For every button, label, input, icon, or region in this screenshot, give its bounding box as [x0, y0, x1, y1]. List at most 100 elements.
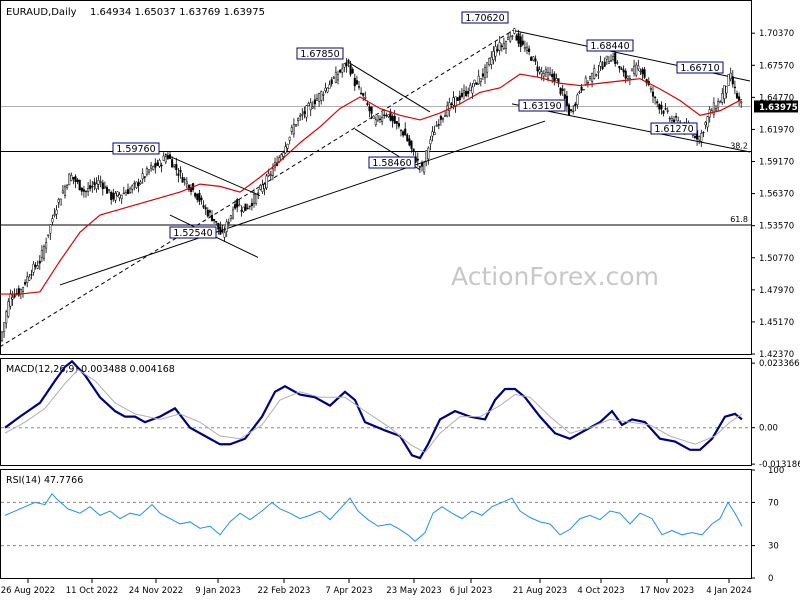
candle-body — [150, 165, 153, 169]
candle-body — [229, 215, 232, 219]
candle-body — [343, 63, 346, 68]
candle-body — [479, 78, 482, 82]
candle-body — [51, 218, 54, 223]
rsi-panel-frame — [0, 469, 752, 579]
candle-body — [267, 173, 270, 176]
candle-body — [9, 293, 12, 307]
candle-body — [110, 191, 113, 200]
macd-panel-frame — [0, 358, 752, 466]
candle-body — [456, 97, 459, 101]
price-label-box — [676, 61, 724, 74]
candle-body — [307, 103, 310, 107]
candle-body — [555, 78, 558, 81]
candle-body — [61, 190, 64, 194]
candle-body — [374, 119, 377, 126]
candle-body — [395, 121, 398, 124]
candle-body — [624, 70, 627, 79]
candle-body — [435, 125, 438, 127]
candle-body — [664, 108, 667, 110]
price-label-text: 1.66710 — [680, 63, 719, 74]
candle-body — [433, 132, 436, 135]
watermark: ActionForex.com — [451, 262, 659, 291]
candle-body — [74, 176, 77, 182]
date-tick-label: 21 Aug 2023 — [513, 586, 567, 596]
candle-body — [588, 76, 592, 79]
candle-body — [530, 56, 533, 61]
candle-body — [322, 94, 325, 96]
candle-body — [7, 301, 10, 317]
date-tick-label: 4 Oct 2023 — [577, 586, 624, 596]
candle-body — [378, 118, 382, 121]
candle-body — [286, 144, 289, 149]
candle-body — [112, 192, 115, 200]
candle-body — [208, 210, 211, 213]
price-tick-label: 1.53570 — [759, 222, 794, 232]
candle-body — [570, 109, 573, 111]
candle-body — [525, 46, 529, 51]
candle-body — [504, 41, 508, 49]
candle-body — [347, 59, 350, 63]
candle-body — [133, 182, 136, 185]
candle-body — [452, 97, 455, 106]
candle-body — [70, 175, 73, 181]
candle-body — [740, 101, 743, 104]
candle-body — [641, 68, 644, 75]
candle-body — [313, 99, 316, 105]
candle-body — [42, 246, 46, 259]
rsi-tick-label: 70 — [768, 498, 779, 508]
candle-body — [78, 179, 81, 191]
price-tick-label: 1.64770 — [759, 93, 794, 103]
candle-body — [0, 331, 4, 341]
candle-body — [19, 289, 22, 295]
candle-body — [135, 181, 138, 188]
candle-body — [198, 192, 201, 202]
candle-body — [36, 265, 39, 269]
candle-body — [292, 124, 295, 135]
price-label-box — [461, 11, 509, 24]
candle-body — [118, 194, 121, 198]
price-tick-label: 1.61970 — [759, 125, 794, 135]
candle-body — [246, 207, 249, 210]
candle-body — [509, 36, 512, 42]
candle-body — [591, 72, 594, 82]
candle-body — [194, 192, 197, 197]
candle-body — [97, 180, 100, 185]
price-label: 1.70620 — [461, 11, 509, 24]
candle-body — [179, 169, 182, 173]
candle-body — [492, 51, 495, 61]
candle-body — [282, 152, 285, 157]
candle-body — [416, 158, 419, 161]
candle-body — [55, 209, 58, 215]
price-label: 1.66710 — [676, 61, 724, 74]
candle-body — [372, 115, 375, 119]
candle-body — [399, 129, 403, 132]
candle-body — [202, 205, 205, 208]
candle-body — [89, 185, 92, 189]
candle-body — [131, 185, 134, 190]
candle-body — [13, 294, 16, 298]
candle-body — [517, 33, 520, 44]
candle-body — [714, 108, 718, 111]
candle-body — [341, 68, 344, 73]
candle-body — [234, 204, 237, 209]
candle-body — [154, 163, 157, 168]
candle-body — [206, 209, 209, 217]
candle-body — [616, 62, 619, 64]
candle-body — [368, 106, 371, 112]
candle-body — [576, 94, 579, 106]
candle-body — [649, 88, 652, 90]
date-tick-label: 24 Nov 2022 — [129, 586, 183, 596]
candle-body — [439, 115, 442, 120]
candle-body — [477, 75, 480, 85]
sma-line-group — [0, 73, 743, 295]
candle-body — [658, 104, 661, 110]
candle-body — [578, 91, 581, 94]
candle-body — [498, 42, 501, 51]
candle-body — [21, 287, 25, 292]
candle-body — [483, 67, 487, 79]
candle-body — [288, 136, 291, 141]
candle-body — [538, 69, 541, 73]
candle-body — [223, 232, 226, 238]
